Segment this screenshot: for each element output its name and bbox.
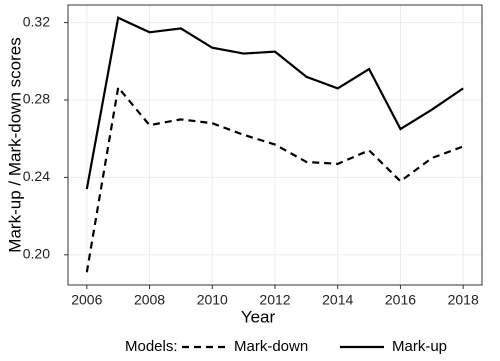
y-tick-label: 0.20: [23, 246, 50, 262]
plot-border: [67, 4, 483, 286]
y-tick-label: 0.32: [23, 13, 50, 29]
legend-label: Mark-down: [234, 338, 308, 355]
x-tick-label: 2010: [197, 292, 228, 308]
y-axis-title: Mark-up / Mark-down scores: [5, 37, 24, 252]
series-line: [85, 84, 464, 273]
legend-title: Models:: [125, 338, 178, 355]
series-line: [85, 16, 464, 190]
x-tick-label: 2006: [71, 292, 102, 308]
x-tick-label: 2008: [134, 292, 165, 308]
legend-label: Mark-up: [392, 338, 447, 355]
y-tick-label: 0.28: [23, 91, 50, 107]
x-tick-label: 2014: [322, 292, 353, 308]
x-tick-label: 2012: [259, 292, 290, 308]
y-tick-label: 0.24: [23, 168, 50, 184]
x-axis-title: Year: [241, 307, 276, 326]
x-tick-label: 2016: [385, 292, 416, 308]
x-tick-label: 2018: [448, 292, 479, 308]
